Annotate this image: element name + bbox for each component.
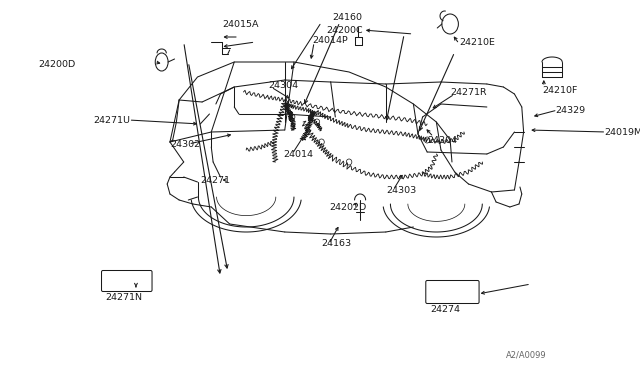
Text: 24163: 24163 [321,240,351,248]
Text: 24302: 24302 [170,140,200,148]
Text: 24304: 24304 [427,135,458,144]
Text: 24015A: 24015A [222,19,259,29]
Text: 24210E: 24210E [460,38,495,46]
Text: 24014: 24014 [283,150,313,158]
Text: 24271N: 24271N [106,292,143,301]
Text: 24014P: 24014P [312,35,348,45]
Text: 24202D: 24202D [329,202,366,212]
Text: 24303: 24303 [386,186,416,195]
Text: A2/A0099: A2/A0099 [506,351,547,360]
Text: 24200D: 24200D [38,60,76,68]
Text: 24304: 24304 [268,80,298,90]
Text: 24200C: 24200C [326,26,363,35]
Text: 24271: 24271 [200,176,230,185]
Text: 24271R: 24271R [450,87,487,96]
Text: 24271U: 24271U [93,115,131,125]
Text: 24019M: 24019M [604,128,640,137]
Text: 24329: 24329 [556,106,586,115]
Text: 24274: 24274 [430,305,460,314]
Text: 24160: 24160 [333,13,362,22]
Text: 24210F: 24210F [542,86,577,94]
